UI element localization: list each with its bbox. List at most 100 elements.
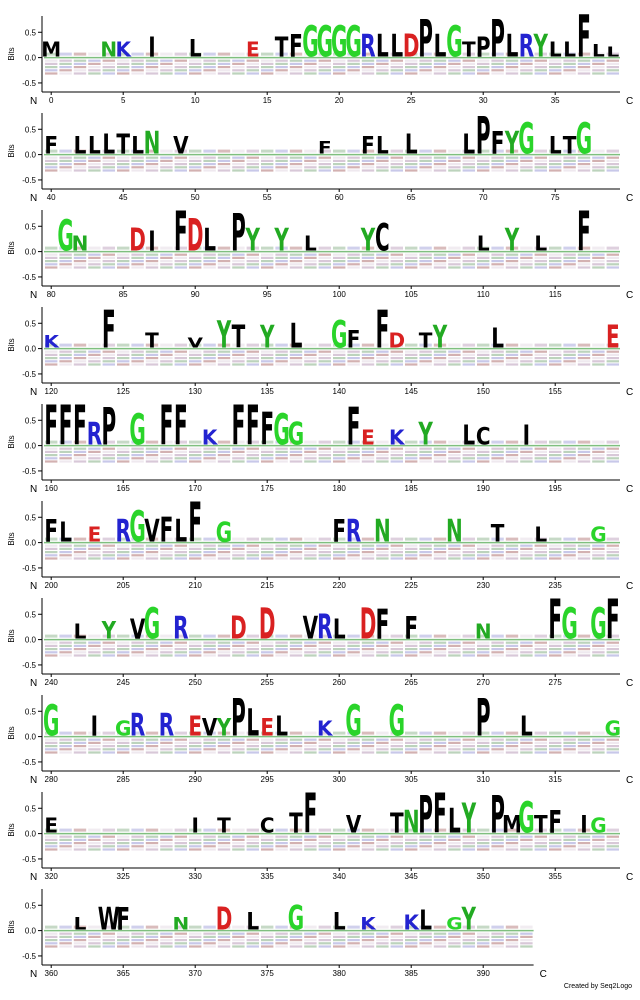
logo-letter: Y	[432, 320, 448, 356]
negative-stack-mark	[275, 544, 288, 547]
negative-stack-mark	[361, 266, 375, 269]
negative-stack-mark	[145, 353, 159, 356]
negative-stack-mark	[534, 838, 547, 841]
positive-stack-mark	[333, 52, 346, 56]
negative-stack-mark	[592, 457, 605, 460]
negative-stack-mark	[160, 59, 173, 62]
negative-stack-mark	[261, 551, 274, 554]
positive-stack-mark	[131, 537, 144, 541]
negative-stack-mark	[246, 450, 259, 453]
negative-stack-mark	[606, 159, 619, 162]
negative-stack-mark	[505, 741, 519, 744]
positive-stack-mark	[405, 440, 418, 444]
negative-stack-mark	[145, 644, 159, 647]
x-tick-label: 265	[405, 678, 419, 687]
negative-stack-mark	[304, 738, 317, 741]
negative-stack-mark	[491, 942, 504, 945]
negative-stack-mark	[390, 751, 403, 754]
negative-stack-mark	[592, 66, 605, 69]
negative-stack-mark	[491, 648, 504, 651]
negative-stack-mark	[520, 838, 533, 841]
negative-stack-mark	[131, 357, 144, 360]
negative-stack-mark	[405, 66, 418, 69]
negative-stack-mark	[333, 848, 346, 851]
negative-stack-mark	[390, 935, 403, 938]
negative-stack-mark	[145, 253, 159, 256]
positive-stack-mark	[520, 731, 533, 735]
positive-stack-mark	[448, 828, 461, 832]
negative-stack-mark	[232, 59, 245, 62]
negative-stack-mark	[45, 644, 58, 647]
negative-stack-mark	[361, 59, 375, 62]
positive-stack-mark	[491, 149, 504, 153]
positive-stack-mark	[289, 440, 303, 444]
logo-letter: Y	[533, 29, 549, 65]
positive-stack-mark	[462, 731, 475, 735]
negative-stack-mark	[45, 547, 58, 550]
x-tick-label: 335	[261, 872, 275, 881]
negative-stack-mark	[462, 163, 475, 166]
negative-stack-mark	[361, 169, 375, 172]
negative-stack-mark	[318, 745, 331, 748]
negative-stack-mark	[333, 454, 346, 457]
negative-stack-mark	[462, 62, 475, 65]
negative-stack-mark	[217, 360, 231, 363]
negative-stack-mark	[333, 942, 346, 945]
positive-stack-mark	[189, 440, 202, 444]
positive-stack-mark	[88, 52, 101, 56]
negative-stack-mark	[189, 641, 202, 644]
negative-stack-mark	[405, 848, 418, 851]
negative-stack-mark	[520, 848, 533, 851]
negative-stack-mark	[361, 751, 375, 754]
negative-stack-mark	[261, 69, 274, 72]
negative-stack-mark	[419, 838, 432, 841]
negative-stack-mark	[246, 454, 259, 457]
negative-stack-mark	[477, 266, 490, 269]
negative-stack-mark	[88, 544, 101, 547]
negative-stack-mark	[549, 166, 562, 169]
negative-stack-mark	[419, 66, 432, 69]
negative-stack-mark	[347, 945, 360, 948]
negative-stack-mark	[433, 263, 447, 266]
negative-stack-mark	[232, 163, 245, 166]
positive-stack-mark	[505, 246, 519, 250]
negative-stack-mark	[59, 360, 72, 363]
positive-stack-mark	[347, 246, 360, 250]
negative-stack-mark	[304, 835, 317, 838]
negative-stack-mark	[491, 835, 504, 838]
negative-stack-mark	[145, 156, 159, 159]
negative-stack-mark	[174, 156, 187, 159]
logo-letter: T	[534, 812, 548, 839]
negative-stack-mark	[246, 263, 259, 266]
x-tick-label: 305	[405, 775, 419, 784]
negative-stack-mark	[419, 166, 432, 169]
negative-stack-mark	[563, 69, 576, 72]
negative-stack-mark	[88, 644, 101, 647]
negative-stack-mark	[318, 457, 331, 460]
positive-stack-mark	[390, 246, 403, 250]
negative-stack-mark	[347, 842, 360, 845]
negative-stack-mark	[347, 845, 360, 848]
negative-stack-mark	[549, 350, 562, 353]
negative-stack-mark	[318, 256, 331, 259]
negative-stack-mark	[45, 551, 58, 554]
negative-stack-mark	[361, 363, 375, 366]
x-tick-label: 10	[191, 96, 200, 105]
negative-stack-mark	[289, 66, 303, 69]
negative-stack-mark	[88, 845, 101, 848]
negative-stack-mark	[462, 748, 475, 751]
positive-stack-mark	[347, 537, 360, 541]
negative-stack-mark	[505, 159, 519, 162]
negative-stack-mark	[275, 848, 288, 851]
negative-stack-mark	[318, 551, 331, 554]
negative-stack-mark	[73, 457, 87, 460]
y-tick-label: -0.5	[22, 79, 36, 88]
negative-stack-mark	[376, 256, 389, 259]
negative-stack-mark	[462, 557, 475, 560]
negative-stack-mark	[462, 651, 475, 654]
negative-stack-mark	[261, 169, 274, 172]
negative-stack-mark	[534, 457, 547, 460]
negative-stack-mark	[131, 66, 144, 69]
negative-stack-mark	[606, 169, 619, 172]
